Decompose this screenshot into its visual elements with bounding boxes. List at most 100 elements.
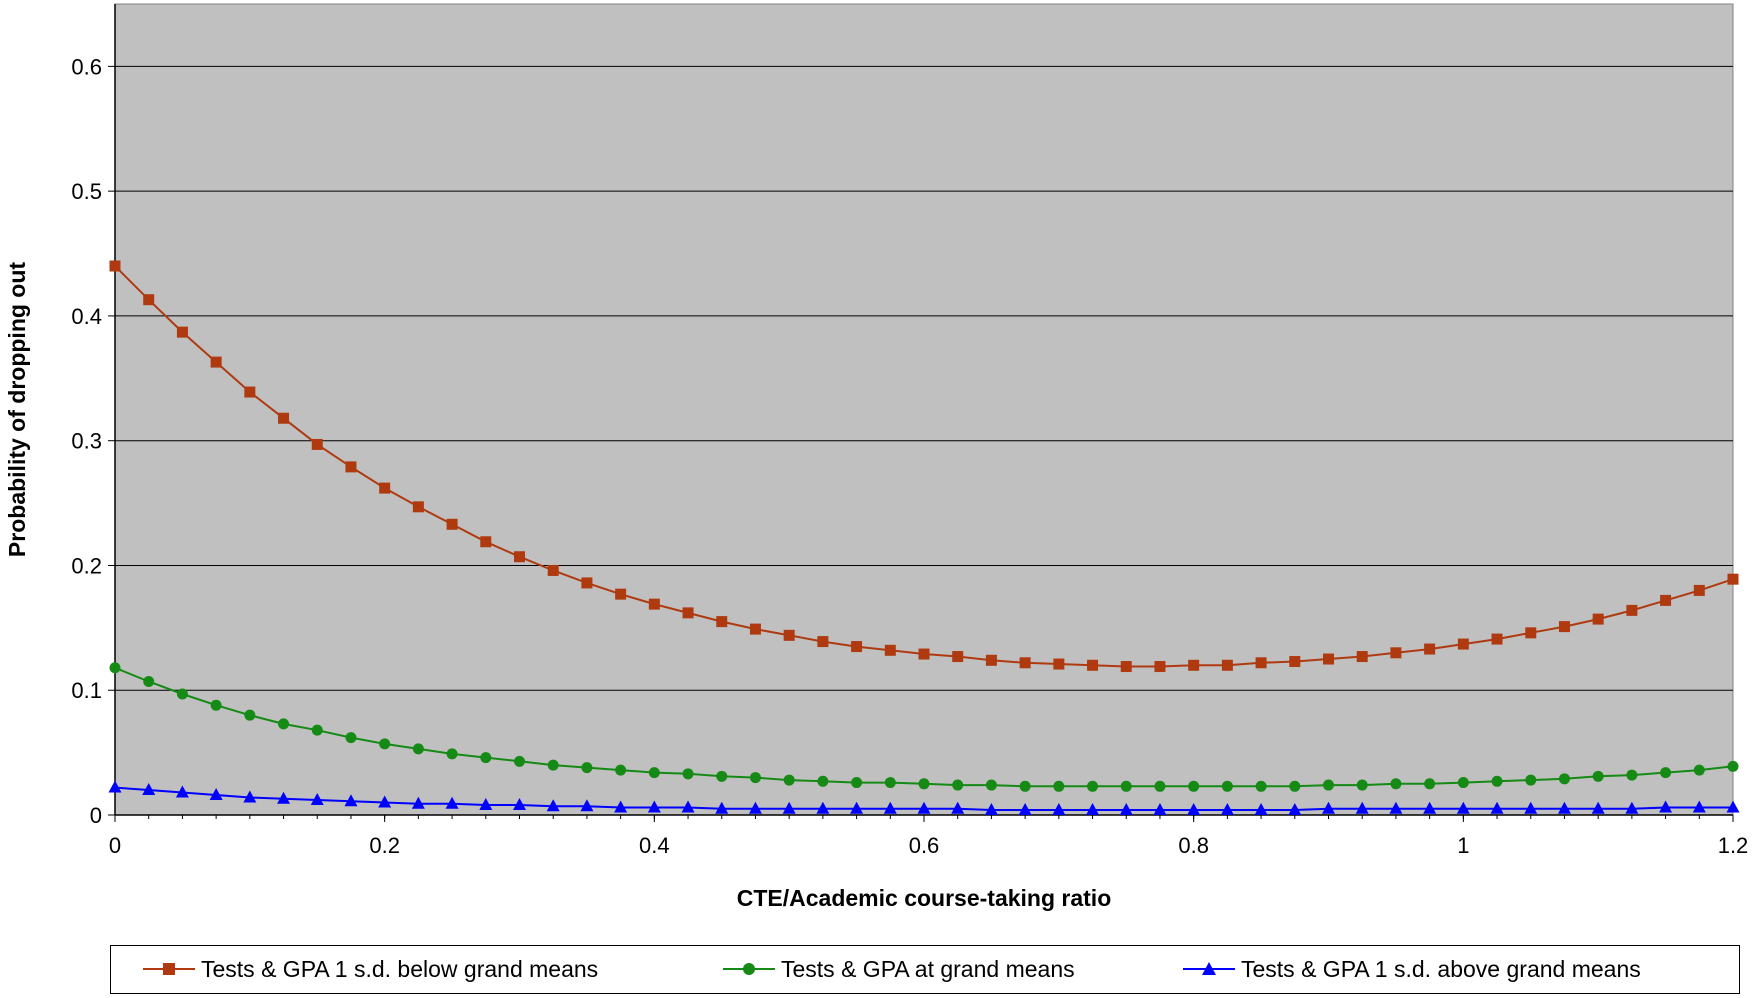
legend-item-above: Tests & GPA 1 s.d. above grand means	[1183, 946, 1641, 992]
data-point	[851, 777, 863, 789]
data-point	[952, 651, 964, 663]
data-point	[1019, 780, 1031, 792]
data-point	[446, 518, 458, 530]
legend-label-below: Tests & GPA 1 s.d. below grand means	[201, 955, 599, 982]
data-point	[951, 801, 965, 814]
data-point	[883, 801, 897, 814]
x-tick-label: 0.6	[909, 833, 940, 858]
x-tick-label: 0.4	[639, 833, 670, 858]
data-point	[1255, 657, 1267, 669]
data-point	[546, 799, 560, 812]
data-point	[1693, 584, 1705, 596]
legend-item-below: Tests & GPA 1 s.d. below grand means	[143, 946, 598, 992]
data-point	[648, 598, 660, 610]
data-point	[1289, 656, 1301, 668]
data-point	[1592, 770, 1604, 782]
data-point	[1154, 661, 1166, 673]
data-point	[1660, 767, 1672, 779]
data-point	[411, 796, 425, 809]
data-point	[1323, 653, 1334, 665]
data-point	[884, 644, 896, 656]
data-point	[175, 785, 189, 798]
data-point	[176, 326, 188, 338]
data-point	[1692, 800, 1706, 813]
y-axis-title: Probability of dropping out	[4, 262, 30, 557]
data-point	[311, 724, 323, 736]
data-point	[648, 767, 660, 779]
data-point	[514, 551, 525, 563]
x-tick-label: 1	[1457, 833, 1469, 858]
data-point	[1424, 778, 1436, 790]
data-point	[716, 770, 728, 782]
data-point	[615, 588, 627, 600]
data-point	[918, 648, 930, 660]
data-point	[1727, 573, 1739, 585]
data-point	[1491, 633, 1503, 645]
x-tick-label: 0.8	[1178, 833, 1209, 858]
data-point	[1356, 779, 1368, 791]
data-point	[344, 794, 358, 807]
data-point	[715, 801, 729, 814]
data-point	[379, 482, 391, 494]
data-point	[1592, 613, 1604, 625]
data-point	[580, 799, 594, 812]
data-point	[1019, 657, 1031, 669]
series-layer	[108, 260, 1740, 816]
data-point	[277, 791, 291, 804]
x-axis-ticks: 0 0.2 0.4 0.6 0.8 1 1.2	[109, 815, 1748, 858]
y-tick-label: 0	[90, 803, 102, 828]
data-point	[480, 752, 492, 764]
data-point	[1154, 780, 1166, 792]
data-point	[816, 801, 830, 814]
data-point	[1625, 801, 1639, 814]
data-point	[1727, 760, 1739, 772]
data-point	[1053, 780, 1065, 792]
data-point	[1289, 780, 1301, 792]
data-point	[1423, 801, 1437, 814]
data-point	[176, 688, 188, 700]
data-point	[1188, 659, 1200, 671]
data-point	[1626, 604, 1638, 616]
data-point	[1188, 780, 1200, 792]
data-point	[1659, 800, 1673, 813]
data-point	[581, 577, 593, 589]
y-tick-label: 0.5	[71, 179, 102, 204]
data-point	[1322, 801, 1335, 814]
data-point	[917, 801, 931, 814]
data-point	[850, 801, 864, 814]
data-point	[1355, 801, 1369, 814]
data-point	[1591, 801, 1605, 814]
x-tick-label: 1.2	[1718, 833, 1749, 858]
y-axis-ticks: 0 0.1 0.2 0.3 0.4 0.5 0.6	[71, 54, 115, 828]
y-tick-label: 0.3	[71, 429, 102, 454]
data-point	[378, 795, 392, 808]
data-point	[1660, 594, 1672, 606]
data-point	[1457, 638, 1469, 650]
data-point	[783, 774, 795, 786]
data-point	[1221, 659, 1233, 671]
data-point	[311, 438, 323, 450]
data-point	[310, 793, 324, 806]
data-point	[615, 764, 627, 776]
legend-item-at: Tests & GPA at grand means	[723, 946, 1075, 992]
data-point	[209, 788, 223, 801]
data-point	[817, 775, 829, 787]
data-point	[782, 801, 796, 814]
data-point	[918, 778, 930, 790]
data-point	[143, 294, 155, 306]
data-point	[1086, 803, 1100, 816]
data-point	[1557, 801, 1571, 814]
data-point	[345, 732, 357, 744]
data-point	[278, 412, 290, 424]
data-point	[1052, 803, 1066, 816]
data-point	[581, 762, 593, 774]
data-point	[1153, 803, 1167, 816]
data-point	[1457, 777, 1469, 789]
data-point	[109, 260, 121, 272]
data-point	[851, 641, 863, 653]
data-point	[1558, 773, 1570, 785]
data-point	[1120, 661, 1132, 673]
series-0	[109, 260, 1739, 673]
data-point	[1053, 658, 1065, 670]
data-point	[514, 755, 525, 767]
